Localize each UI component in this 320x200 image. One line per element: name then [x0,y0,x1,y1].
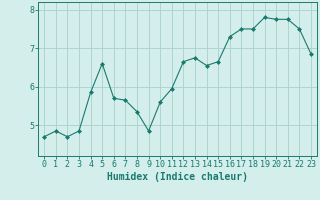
X-axis label: Humidex (Indice chaleur): Humidex (Indice chaleur) [107,172,248,182]
